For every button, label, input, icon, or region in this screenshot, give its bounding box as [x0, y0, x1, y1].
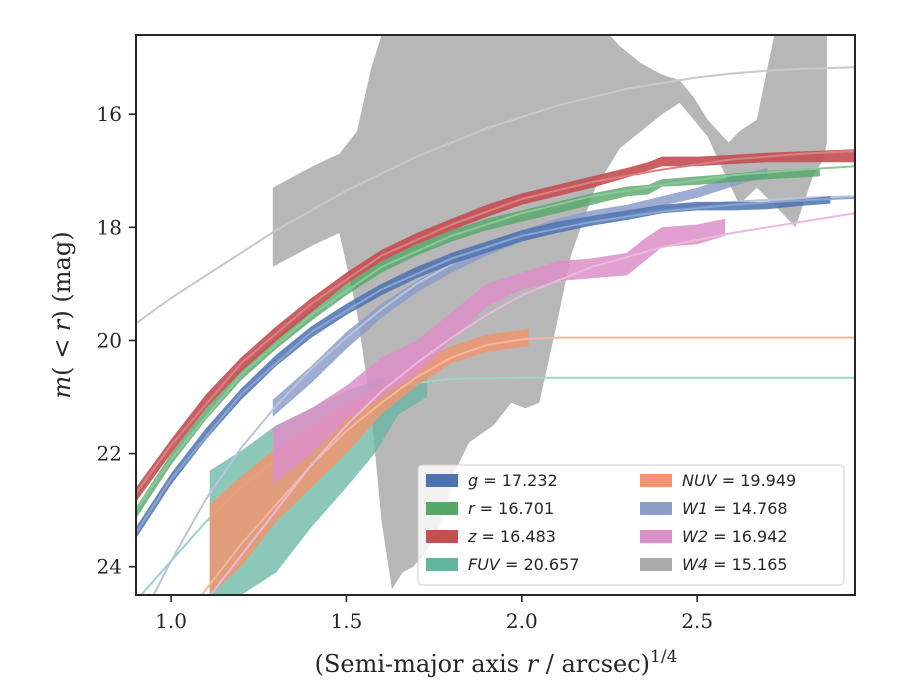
y-axis-label: m( < r) (mag) [48, 231, 76, 398]
legend-item-w2: W2 = 16.942 [640, 527, 788, 546]
band-w2-16-942 [272, 218, 726, 485]
x-tick-label: 2.0 [506, 609, 538, 633]
legend-label: r = 16.701 [468, 499, 554, 518]
legend-swatch [640, 474, 672, 487]
legend-label: z = 16.483 [467, 527, 556, 546]
legend-swatch [640, 502, 672, 515]
x-tick-label: 2.5 [681, 609, 713, 633]
line-w2-model [209, 212, 855, 595]
line-w4-model [136, 66, 855, 325]
y-tick-label: 16 [97, 102, 122, 126]
legend-item-z: z = 16.483 [426, 527, 556, 546]
band-fuv-20-657 [209, 374, 428, 595]
legend-swatch [426, 474, 458, 487]
y-tick-label: 22 [97, 442, 122, 466]
line-r-model [136, 165, 855, 512]
y-tick-label: 24 [97, 555, 122, 579]
legend-label: W1 = 14.768 [682, 499, 788, 518]
band-z-16-483 [136, 149, 855, 502]
legend-label: W2 = 16.942 [682, 527, 788, 546]
x-axis-label: (Semi-major axis r / arcsec)1/4 [315, 647, 678, 678]
x-tick-label: 1.0 [155, 609, 187, 633]
legend-label: W4 = 15.165 [682, 555, 788, 574]
y-tick-label: 20 [97, 328, 122, 352]
band-w4-15-165 [272, 35, 827, 590]
legend-item-nuv: NUV = 19.949 [640, 471, 796, 490]
line-g-model [136, 196, 855, 534]
legend-swatch [640, 530, 672, 543]
legend-label: g = 17.232 [468, 471, 558, 490]
legend: g = 17.232 r = 16.701 z = 16.483 FUV = 20.6… [417, 464, 845, 586]
legend-label: NUV = 19.949 [682, 471, 796, 490]
axes-frame [135, 34, 856, 596]
line-nuv-model [200, 336, 855, 595]
legend-box [417, 464, 845, 586]
y-tick-label: 18 [97, 215, 122, 239]
legend-swatch [426, 530, 458, 543]
legend-swatch [426, 558, 458, 571]
legend-swatch [640, 558, 672, 571]
legend-item-w4: W4 = 15.165 [640, 555, 788, 574]
line-z-model [136, 150, 855, 495]
legend-item-g: g = 17.232 [426, 471, 558, 490]
legend-swatch [426, 502, 458, 515]
x-tick-label: 1.5 [331, 609, 363, 633]
legend-label: FUV = 20.657 [468, 555, 579, 574]
legend-item-fuv: FUV = 20.657 [426, 555, 579, 574]
plot-area [136, 35, 855, 595]
legend-item-r: r = 16.701 [426, 499, 554, 518]
legend-item-w1: W1 = 14.768 [640, 499, 788, 518]
axis-ticks: 1.0 1.5 2.0 2.5 16 18 20 22 24 [97, 102, 714, 633]
